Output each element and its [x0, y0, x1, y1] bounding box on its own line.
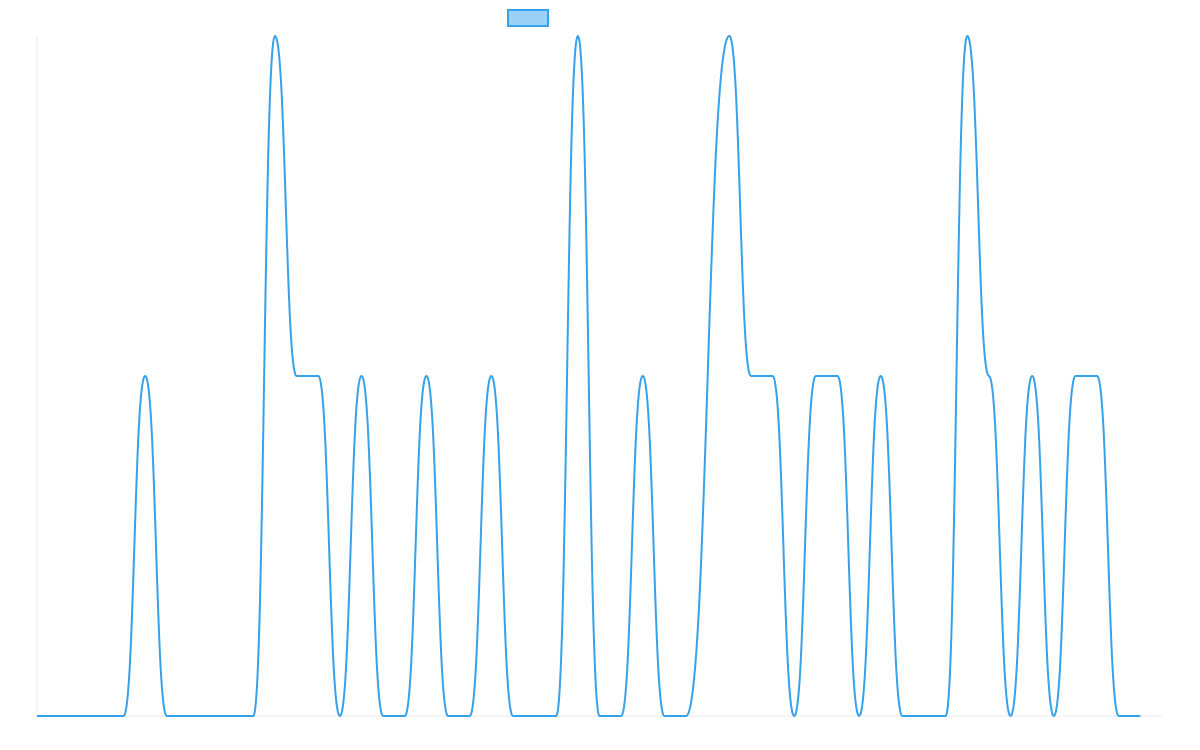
legend[interactable] [507, 9, 549, 27]
axes [36, 36, 1162, 717]
series-line-1[interactable] [37, 35, 1141, 718]
series-layer [37, 35, 1141, 718]
legend-swatch[interactable] [507, 9, 549, 27]
